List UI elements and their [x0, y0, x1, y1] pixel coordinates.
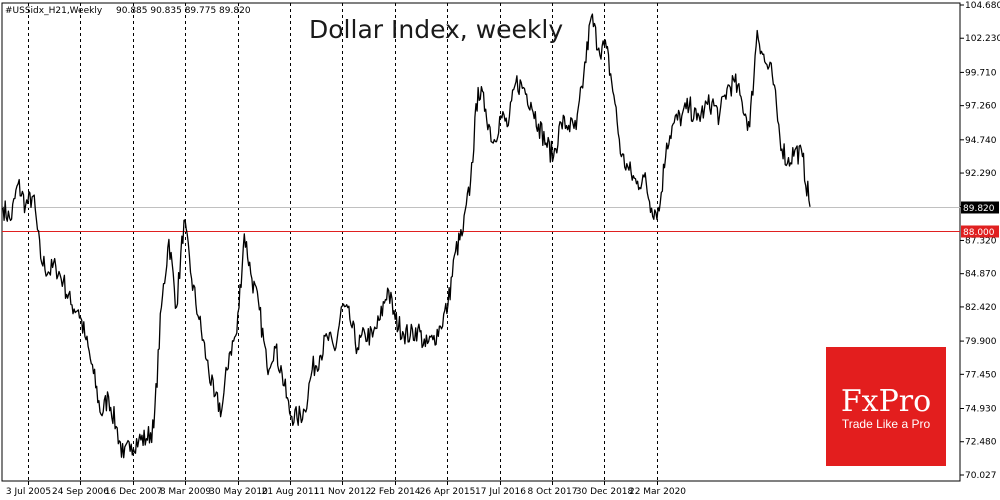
- horizontal-levels: [2, 207, 960, 232]
- vertical-gridlines: [28, 3, 658, 481]
- symbol-label: #USSidx_H21,Weekly: [5, 6, 103, 16]
- x-tick-label: 26 Apr 2015: [420, 487, 476, 497]
- level-label-bg: [961, 201, 999, 214]
- fxpro-logo: FxPro Trade Like a Pro: [826, 347, 946, 466]
- y-tick-label: 87.320: [965, 236, 997, 246]
- y-tick-label: 84.870: [965, 270, 997, 280]
- x-tick-label: 22 Mar 2020: [629, 487, 686, 497]
- y-tick-label: 70.027: [965, 471, 997, 481]
- y-tick-label: 77.450: [965, 370, 997, 380]
- y-tick-label: 104.680: [965, 1, 1000, 11]
- chart-title: Dollar Index, weekly: [309, 15, 563, 44]
- y-tick-label: 92.290: [965, 169, 997, 179]
- x-tick-label: 3 Jul 2005: [6, 487, 51, 497]
- level-label: 89.820: [963, 204, 995, 214]
- ohlc-readout: 90.885 90.835 89.775 89.820: [116, 6, 251, 16]
- x-tick-label: 21 Aug 2011: [262, 487, 320, 497]
- level-label: 88.000: [963, 228, 995, 238]
- x-tick-label: 30 May 2010: [209, 487, 268, 497]
- y-tick-label: 82.420: [965, 303, 997, 313]
- y-tick-label: 72.480: [965, 438, 997, 448]
- logo-wordmark: FxPro: [841, 384, 931, 419]
- x-tick-label: 17 Jul 2016: [475, 487, 526, 497]
- y-tick-label: 74.930: [965, 405, 997, 415]
- y-tick-label: 99.710: [965, 68, 997, 78]
- y-tick-label: 97.260: [965, 102, 997, 112]
- x-tick-label: 11 Nov 2012: [314, 487, 372, 497]
- y-tick-label: 94.740: [965, 136, 997, 146]
- plot-frame: [1, 2, 961, 482]
- y-tick-label: 102.230: [965, 34, 1000, 44]
- price-series-line: [2, 13, 811, 459]
- x-tick-label: 2 Feb 2014: [370, 487, 421, 497]
- y-tick-label: 79.900: [965, 337, 997, 347]
- level-labels: 89.820 88.000: [961, 201, 999, 238]
- y-axis: 104.680 102.230 99.710 97.260 94.740 92.290 89…: [960, 1, 1000, 481]
- logo-tagline: Trade Like a Pro: [842, 417, 931, 431]
- x-tick-label: 8 Oct 2017: [528, 487, 578, 497]
- x-tick-label: 30 Dec 2018: [576, 487, 634, 497]
- x-tick-label: 16 Dec 2007: [105, 487, 163, 497]
- x-tick-label: 24 Sep 2006: [52, 487, 109, 497]
- level-label-bg: [961, 225, 999, 238]
- logo-background: [826, 347, 946, 466]
- x-tick-label: 8 Mar 2009: [160, 487, 212, 497]
